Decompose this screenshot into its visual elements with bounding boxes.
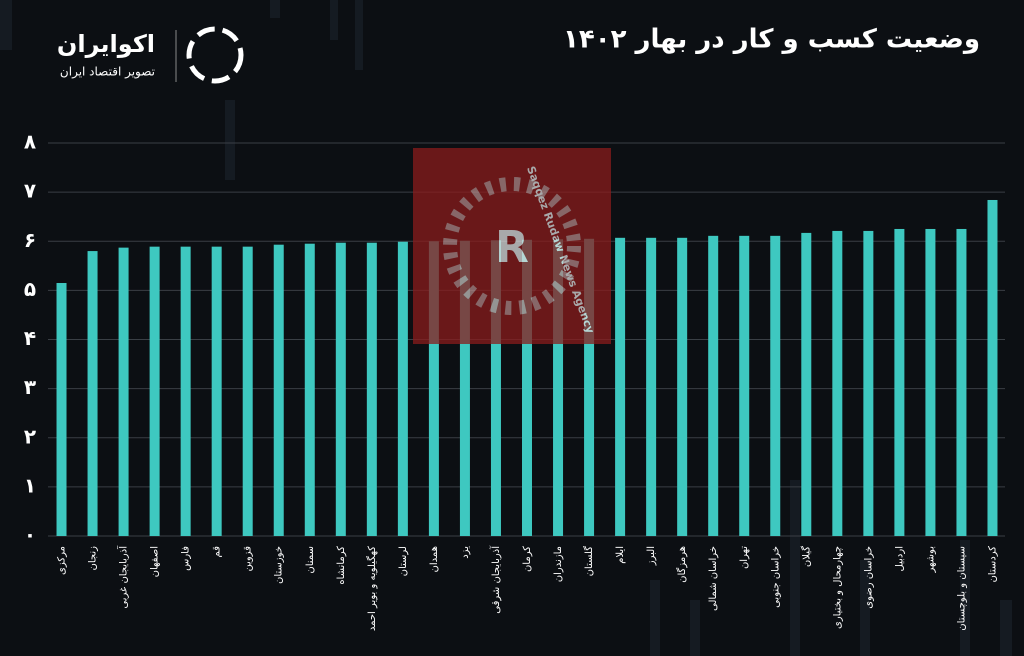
x-tick-label: کرمانشاه bbox=[336, 546, 347, 585]
bar bbox=[739, 235, 750, 536]
bar bbox=[646, 237, 657, 536]
bar bbox=[894, 228, 905, 536]
y-tick-label: ۴ bbox=[24, 326, 36, 350]
y-tick-label: ۲ bbox=[24, 424, 36, 448]
logo-name: اکوایران bbox=[57, 30, 155, 58]
bar bbox=[242, 246, 253, 536]
bar bbox=[366, 242, 377, 536]
x-tick-label: قزوین bbox=[243, 546, 254, 572]
x-tick-label: مازندران bbox=[553, 546, 564, 582]
bar bbox=[863, 230, 874, 536]
y-tick-label: ۷ bbox=[24, 179, 36, 203]
bar bbox=[708, 235, 719, 536]
x-tick-label: کهگیلویه و بویر احمد bbox=[366, 546, 378, 631]
x-tick-label: سیستان و بلوچستان bbox=[956, 546, 967, 631]
bar bbox=[56, 283, 67, 536]
x-tick-label: مرکزی bbox=[57, 546, 68, 575]
x-tick-label: خراسان جنوبی bbox=[770, 546, 781, 608]
bar bbox=[428, 241, 439, 536]
bar bbox=[397, 241, 408, 536]
bar bbox=[118, 247, 129, 537]
x-tick-label: لرستان bbox=[398, 546, 409, 576]
x-tick-label: گیلان bbox=[800, 546, 812, 567]
x-tick-label: بوشهر bbox=[925, 546, 936, 573]
y-tick-label: ۳ bbox=[24, 375, 36, 399]
bar bbox=[615, 237, 626, 536]
x-tick-label: چهارمحال و بختیاری bbox=[832, 546, 843, 629]
x-tick-label: اصفهان bbox=[150, 546, 161, 577]
x-tick-label: آذربایجان شرقی bbox=[489, 545, 502, 614]
bar bbox=[956, 228, 967, 536]
x-tick-label: هرمزگان bbox=[676, 546, 688, 583]
x-tick-label: ایلام bbox=[615, 546, 626, 564]
y-tick-label: ۵ bbox=[24, 277, 36, 301]
x-tick-label: همدان bbox=[429, 546, 440, 572]
logo-tagline: تصویر اقتصاد ایران bbox=[60, 65, 155, 80]
bar bbox=[925, 228, 936, 536]
chart-title: وضعیت کسب و کار در بهار ۱۴۰۲ bbox=[563, 25, 980, 55]
bar bbox=[490, 240, 501, 536]
y-tick-label: ۰ bbox=[24, 523, 36, 547]
bar bbox=[180, 246, 191, 536]
bar bbox=[801, 232, 812, 536]
x-tick-label: خراسان رضوی bbox=[863, 546, 874, 609]
x-tick-label: البرز bbox=[646, 546, 657, 566]
bar bbox=[149, 246, 160, 536]
x-tick-label: کرمان bbox=[522, 546, 533, 572]
x-tick-label: اردبیل bbox=[894, 546, 905, 571]
bar bbox=[304, 243, 315, 537]
bar bbox=[87, 251, 98, 536]
bar bbox=[335, 242, 346, 536]
x-tick-label: فارس bbox=[181, 546, 192, 571]
y-tick-label: ۱ bbox=[24, 473, 36, 497]
x-tick-label: تهران bbox=[739, 546, 750, 569]
bar bbox=[832, 230, 843, 536]
x-tick-label: قم bbox=[212, 546, 223, 558]
bar bbox=[211, 246, 222, 536]
bar bbox=[273, 244, 284, 536]
bar bbox=[770, 235, 781, 536]
bar bbox=[459, 240, 470, 537]
bar bbox=[553, 239, 564, 536]
svg-text:R: R bbox=[495, 222, 529, 273]
x-tick-label: گلستان bbox=[583, 546, 595, 577]
bar bbox=[987, 199, 998, 537]
watermark: R Saqqez Rudaw News Agency bbox=[413, 148, 611, 344]
y-tick-label: ۸ bbox=[24, 130, 36, 154]
x-tick-label: زنجان bbox=[88, 546, 99, 571]
bar bbox=[677, 237, 688, 536]
x-tick-label: سمنان bbox=[305, 546, 316, 574]
x-tick-label: خوزستان bbox=[274, 546, 285, 584]
bar bbox=[522, 239, 532, 536]
x-tick-label: آذربایجان غربی bbox=[117, 545, 130, 609]
x-tick-label: کردستان bbox=[987, 546, 998, 583]
x-tick-label: خراسان شمالی bbox=[708, 546, 719, 611]
bar bbox=[584, 238, 595, 536]
y-tick-label: ۶ bbox=[24, 228, 36, 252]
x-tick-label: یزد bbox=[460, 546, 471, 559]
logo: اکوایران تصویر اقتصاد ایران bbox=[57, 26, 244, 84]
